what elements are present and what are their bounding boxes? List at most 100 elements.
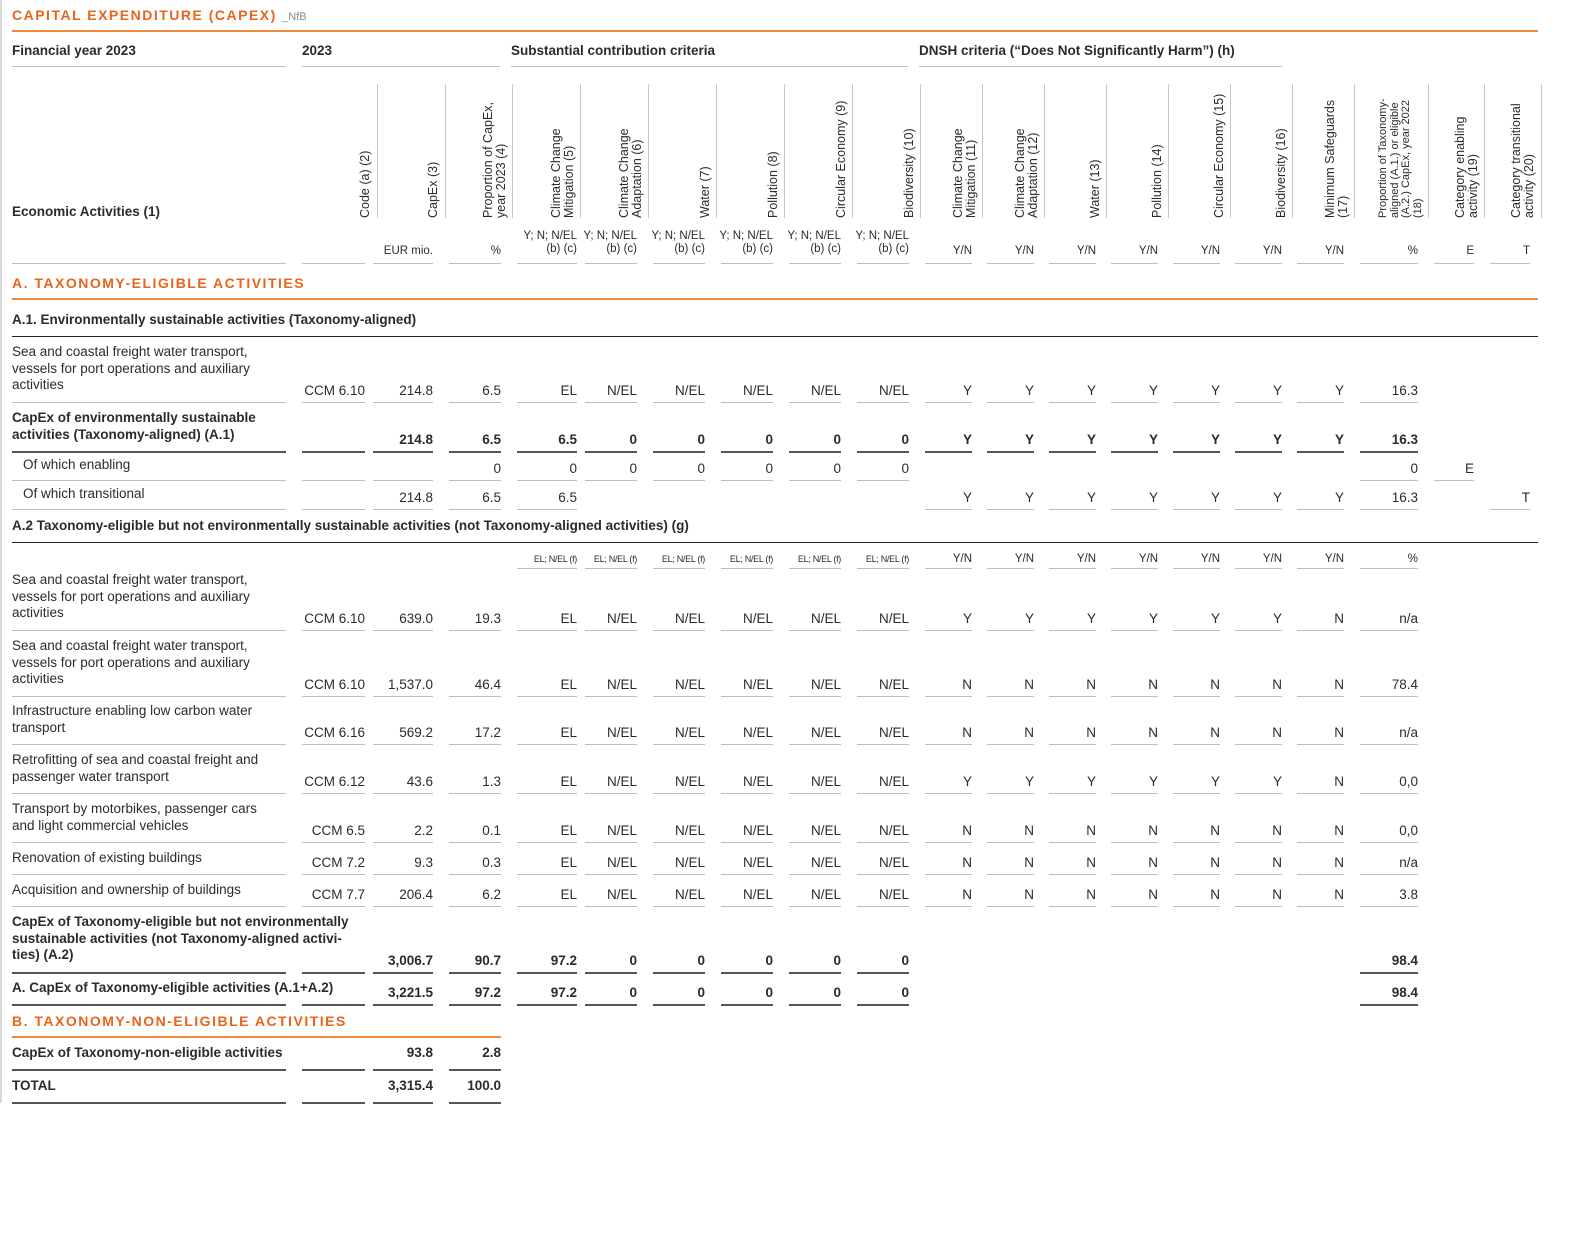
unit-label: % <box>1407 245 1418 257</box>
column-header: Circular Economy (9) <box>808 84 848 218</box>
cell-rule <box>721 1004 773 1006</box>
unit-label: Y/N <box>952 245 972 257</box>
unit-rule <box>653 568 705 569</box>
cell-rule <box>517 451 577 453</box>
cell-rule <box>925 402 972 403</box>
cell-value: N/EL <box>810 774 841 789</box>
column-header: Circular Economy (15) <box>1186 84 1226 218</box>
substantial-criteria-label: Substantial contribution criteria <box>511 43 716 58</box>
cell-rule <box>1235 630 1282 631</box>
financial-year-label: Financial year 2023 <box>12 43 136 58</box>
cell-value: 0 <box>697 953 705 968</box>
cell-rule <box>721 630 773 631</box>
row-rule <box>373 1102 433 1104</box>
unit-rule <box>1049 263 1096 264</box>
cell-rule <box>449 451 501 453</box>
cell-value: 214.8 <box>399 432 433 447</box>
cell-rule <box>517 972 577 974</box>
cell-rule <box>449 509 501 510</box>
cell-rule <box>1111 842 1158 843</box>
cell-value: N <box>962 725 972 740</box>
cell-value: EL <box>560 611 577 626</box>
cell-rule <box>925 509 972 510</box>
cell-rule <box>1297 509 1344 510</box>
cell-value: N <box>1148 855 1158 870</box>
row-rule <box>12 874 286 875</box>
unit-rule <box>925 263 972 264</box>
cell-rule <box>1297 874 1344 875</box>
cell-value: Y <box>962 611 972 626</box>
cell-rule <box>987 793 1034 794</box>
row-label: A. CapEx of Taxonomy-eligible activities… <box>12 980 334 995</box>
unit-rule <box>721 568 773 569</box>
unit-label: EL; N/EL (f) <box>593 554 637 564</box>
cell-rule <box>789 696 841 697</box>
cell-rule <box>653 793 705 794</box>
cell-rule <box>517 906 577 907</box>
cell-value: 0 <box>765 953 773 968</box>
left-margin-bar <box>0 0 2 1103</box>
cell-value: 0 <box>765 461 773 476</box>
cell-rule <box>1111 451 1158 453</box>
row-rule <box>449 1102 501 1104</box>
cell-value: N <box>1210 725 1220 740</box>
cell-value: N <box>1024 725 1034 740</box>
cell-rule <box>1111 793 1158 794</box>
unit-label: Y/N <box>1076 245 1096 257</box>
cell-value: N/EL <box>674 774 705 789</box>
cell-value: N/EL <box>606 677 637 692</box>
cell-rule <box>925 874 972 875</box>
cell-value: N/EL <box>810 677 841 692</box>
cell-rule <box>789 793 841 794</box>
cell-rule <box>302 1004 365 1006</box>
cell-value: N/EL <box>674 855 705 870</box>
unit-rule <box>1360 263 1418 264</box>
column-header-text: Pollution (14) <box>1150 144 1164 218</box>
cell-rule <box>1360 451 1418 453</box>
cell-value: 0,0 <box>1399 823 1418 838</box>
cell-rule <box>721 696 773 697</box>
cell-rule <box>302 842 365 843</box>
cell-value: Y <box>1024 490 1034 505</box>
cell-rule <box>789 842 841 843</box>
cell-rule <box>789 874 841 875</box>
cell-rule <box>1173 696 1220 697</box>
non-eligible-capex: 93.8 <box>406 1045 433 1060</box>
cell-rule <box>653 630 705 631</box>
cell-value: 3,006.7 <box>387 953 433 968</box>
column-header-text: Pollution (8) <box>766 151 780 218</box>
cell-rule <box>302 451 365 453</box>
cell-value: N/EL <box>878 383 909 398</box>
cell-value: 0 <box>697 432 705 447</box>
cell-rule <box>1235 402 1282 403</box>
cell-value: Y <box>1148 490 1158 505</box>
cell-rule <box>1360 509 1418 510</box>
cell-rule <box>1049 402 1096 403</box>
cell-value: 97.2 <box>550 985 577 1000</box>
cell-value: N/EL <box>742 677 773 692</box>
cell-rule <box>517 402 577 403</box>
cell-value: N <box>1210 677 1220 692</box>
column-header-text: Climate Change Mitigation (5) <box>549 128 576 218</box>
header-divider <box>1292 84 1293 218</box>
unit-label: Y/N <box>1138 553 1158 565</box>
header-divider <box>920 84 921 218</box>
cell-rule <box>1360 906 1418 907</box>
cell-value: 0 <box>901 461 909 476</box>
cell-rule <box>1360 793 1418 794</box>
unit-rule <box>1490 263 1530 264</box>
cell-rule <box>789 630 841 631</box>
column-header: Pollution (8) <box>740 84 780 218</box>
cell-rule <box>1235 744 1282 745</box>
unit-label: Y; N; N/EL (b) (c) <box>855 230 909 255</box>
cell-rule <box>653 906 705 907</box>
cell-rule <box>925 744 972 745</box>
cell-rule <box>789 1004 841 1006</box>
cell-value: 214.8 <box>399 383 433 398</box>
row-label: Infrastructure enabling low carbon water… <box>12 703 253 735</box>
cell-value: EL <box>560 383 577 398</box>
cell-value: N <box>1086 823 1096 838</box>
column-header: Category transitional activity (20) <box>1496 84 1536 218</box>
cell-rule <box>1235 451 1282 453</box>
cell-rule <box>449 906 501 907</box>
